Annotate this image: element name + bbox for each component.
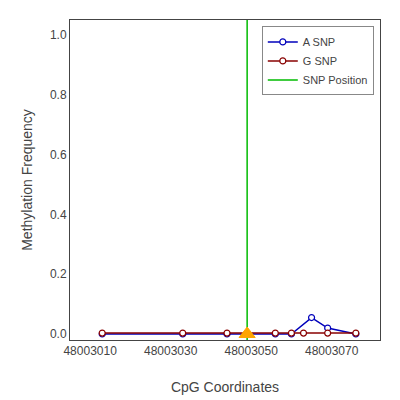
svg-text:SNP Position: SNP Position <box>303 74 368 86</box>
svg-text:48003050: 48003050 <box>224 344 278 358</box>
svg-text:0.2: 0.2 <box>50 267 67 281</box>
svg-text:48003010: 48003010 <box>63 344 117 358</box>
svg-text:0.4: 0.4 <box>50 208 67 222</box>
svg-text:48003030: 48003030 <box>144 344 198 358</box>
svg-text:A SNP: A SNP <box>303 36 335 48</box>
svg-text:1.0: 1.0 <box>50 28 67 42</box>
svg-text:0.0: 0.0 <box>50 327 67 341</box>
svg-text:Methylation Frequency: Methylation Frequency <box>19 109 35 251</box>
svg-text:48003070: 48003070 <box>305 344 359 358</box>
svg-text:0.8: 0.8 <box>50 88 67 102</box>
svg-text:G SNP: G SNP <box>303 55 337 67</box>
svg-text:CpG Coordinates: CpG Coordinates <box>171 379 279 395</box>
svg-text:0.6: 0.6 <box>50 148 67 162</box>
